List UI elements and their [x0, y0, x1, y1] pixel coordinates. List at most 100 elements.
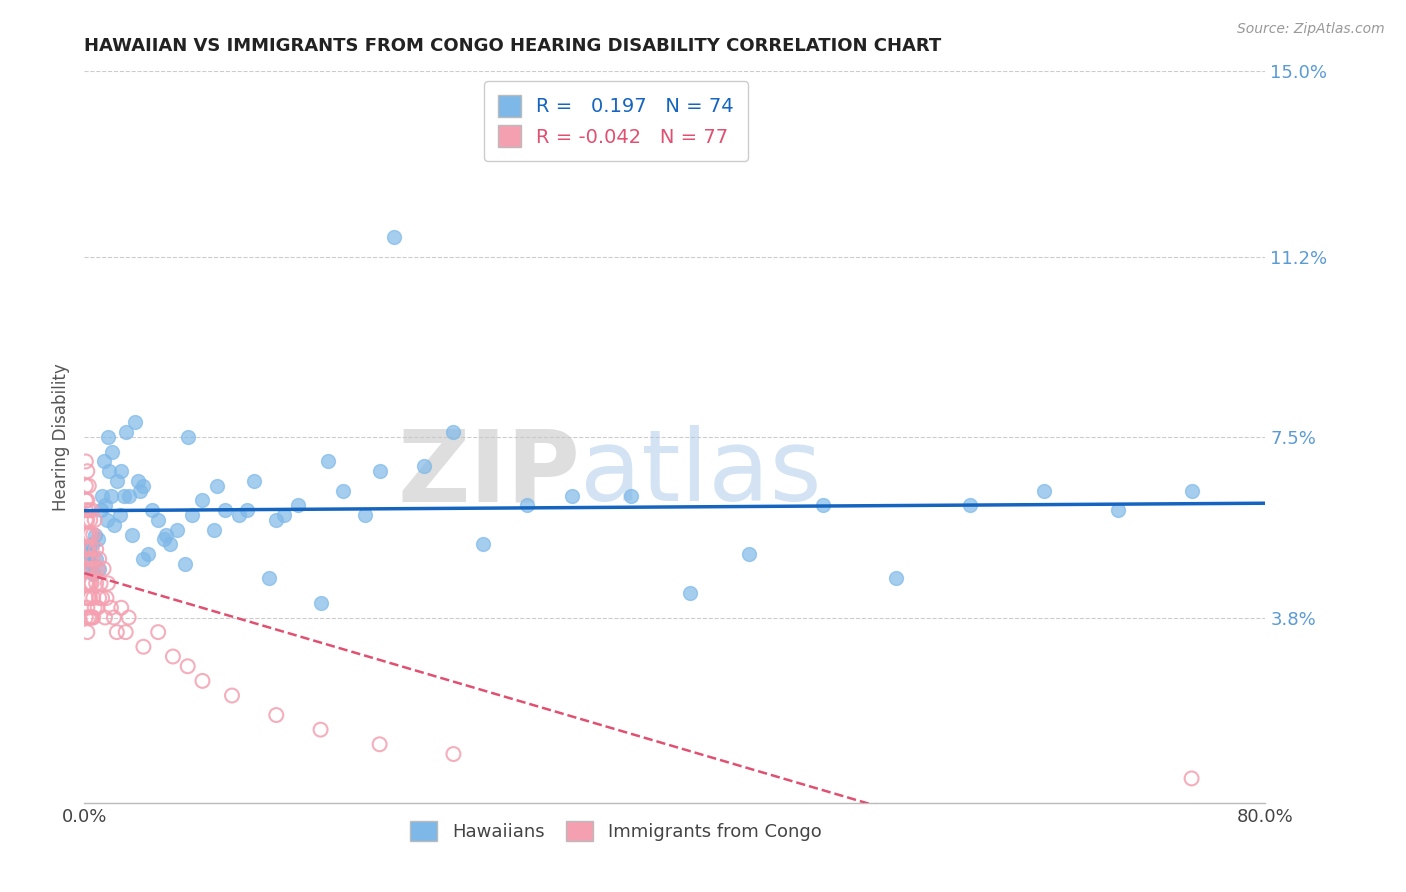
- Point: [443, 747, 465, 761]
- Point: [79, 591, 101, 605]
- Point: [738, 547, 761, 561]
- Point: [177, 430, 200, 444]
- Point: [77, 610, 100, 624]
- Point: [75, 591, 97, 605]
- Point: [273, 508, 295, 522]
- Point: [266, 708, 288, 723]
- Legend: Hawaiians, Immigrants from Congo: Hawaiians, Immigrants from Congo: [399, 810, 832, 852]
- Point: [177, 659, 200, 673]
- Point: [82, 610, 104, 624]
- Point: [207, 479, 229, 493]
- Point: [368, 464, 391, 478]
- Text: Source: ZipAtlas.com: Source: ZipAtlas.com: [1237, 22, 1385, 37]
- Point: [155, 527, 177, 541]
- Point: [76, 527, 98, 541]
- Point: [443, 425, 465, 440]
- Point: [82, 527, 104, 541]
- Point: [354, 508, 377, 522]
- Text: ZIP: ZIP: [398, 425, 581, 522]
- Point: [80, 503, 103, 517]
- Point: [112, 489, 135, 503]
- Point: [114, 425, 136, 440]
- Point: [83, 600, 105, 615]
- Point: [94, 610, 117, 624]
- Point: [368, 737, 391, 751]
- Point: [80, 562, 103, 576]
- Point: [214, 503, 236, 517]
- Point: [202, 523, 225, 537]
- Point: [90, 576, 112, 591]
- Point: [127, 474, 149, 488]
- Point: [309, 723, 332, 737]
- Point: [124, 416, 146, 430]
- Point: [80, 557, 103, 571]
- Point: [516, 499, 538, 513]
- Point: [75, 562, 97, 576]
- Point: [148, 625, 170, 640]
- Point: [76, 600, 98, 615]
- Point: [1181, 772, 1204, 786]
- Point: [413, 459, 436, 474]
- Point: [87, 552, 111, 566]
- Point: [80, 542, 103, 557]
- Point: [77, 552, 100, 566]
- Point: [679, 586, 702, 600]
- Point: [75, 513, 97, 527]
- Point: [110, 464, 132, 478]
- Point: [77, 479, 100, 493]
- Point: [86, 533, 108, 547]
- Point: [86, 600, 108, 615]
- Point: [90, 503, 112, 517]
- Point: [287, 499, 309, 513]
- Point: [561, 489, 583, 503]
- Point: [79, 576, 101, 591]
- Point: [121, 527, 143, 541]
- Point: [77, 527, 100, 541]
- Point: [132, 552, 155, 566]
- Point: [382, 230, 406, 244]
- Point: [97, 430, 120, 444]
- Point: [79, 610, 101, 624]
- Point: [83, 527, 105, 541]
- Point: [75, 454, 97, 468]
- Point: [87, 591, 111, 605]
- Point: [86, 562, 108, 576]
- Point: [75, 479, 97, 493]
- Point: [77, 576, 100, 591]
- Point: [77, 591, 100, 605]
- Point: [173, 557, 195, 571]
- Point: [83, 562, 105, 576]
- Point: [96, 591, 118, 605]
- Point: [75, 542, 97, 557]
- Point: [228, 508, 250, 522]
- Point: [103, 517, 125, 532]
- Point: [76, 513, 98, 527]
- Point: [77, 542, 100, 557]
- Point: [76, 464, 98, 478]
- Point: [266, 513, 288, 527]
- Point: [159, 537, 181, 551]
- Point: [75, 552, 97, 566]
- Point: [75, 527, 97, 541]
- Point: [93, 454, 115, 468]
- Point: [1107, 503, 1129, 517]
- Point: [129, 483, 152, 498]
- Point: [93, 562, 115, 576]
- Point: [76, 576, 98, 591]
- Point: [166, 523, 188, 537]
- Point: [100, 489, 122, 503]
- Point: [98, 464, 121, 478]
- Point: [79, 552, 101, 566]
- Point: [136, 547, 159, 561]
- Point: [94, 499, 117, 513]
- Point: [75, 493, 97, 508]
- Point: [118, 489, 141, 503]
- Point: [75, 576, 97, 591]
- Point: [103, 610, 125, 624]
- Point: [76, 562, 98, 576]
- Point: [76, 562, 98, 576]
- Point: [76, 625, 98, 640]
- Point: [110, 600, 132, 615]
- Point: [108, 508, 131, 522]
- Point: [79, 547, 101, 561]
